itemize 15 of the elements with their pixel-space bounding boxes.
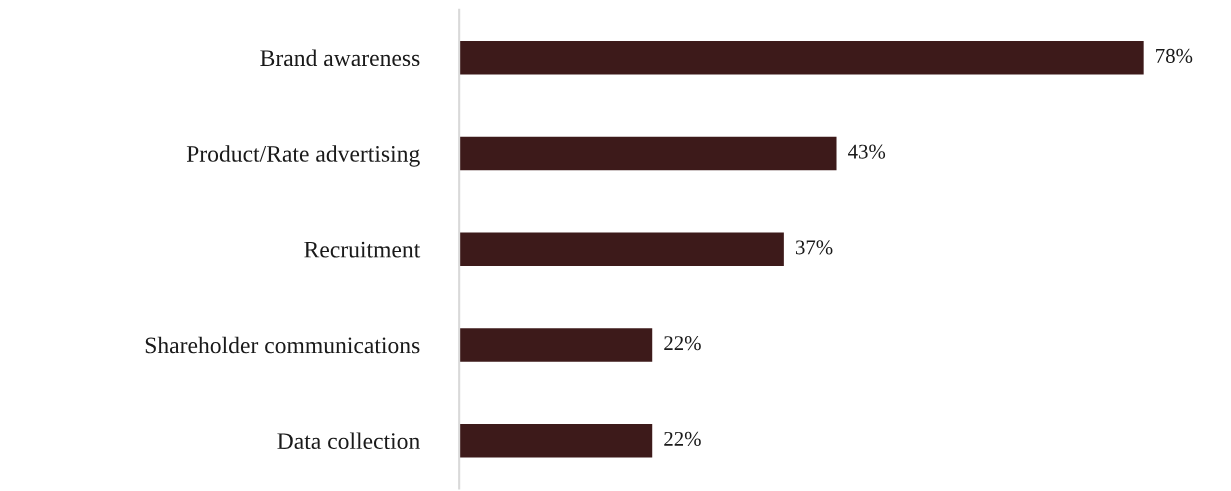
data-label: 78% <box>1156 48 1193 63</box>
data-label: 37% <box>795 240 833 255</box>
y-tick-label: Recruitment <box>304 241 421 258</box>
bar <box>459 232 784 266</box>
data-label: 43% <box>848 144 886 159</box>
bar <box>459 328 653 362</box>
bar <box>459 136 837 171</box>
bar <box>459 423 653 458</box>
y-tick-label: Brand awareness <box>260 49 420 67</box>
y-tick-label: Shareholder communications <box>145 336 420 354</box>
data-label: 22% <box>664 431 701 446</box>
y-tick-label: Product/Rate advertising <box>186 145 420 167</box>
data-label: 22% <box>664 336 701 351</box>
bar <box>459 40 1144 75</box>
y-tick-label: Data collection <box>277 432 420 450</box>
